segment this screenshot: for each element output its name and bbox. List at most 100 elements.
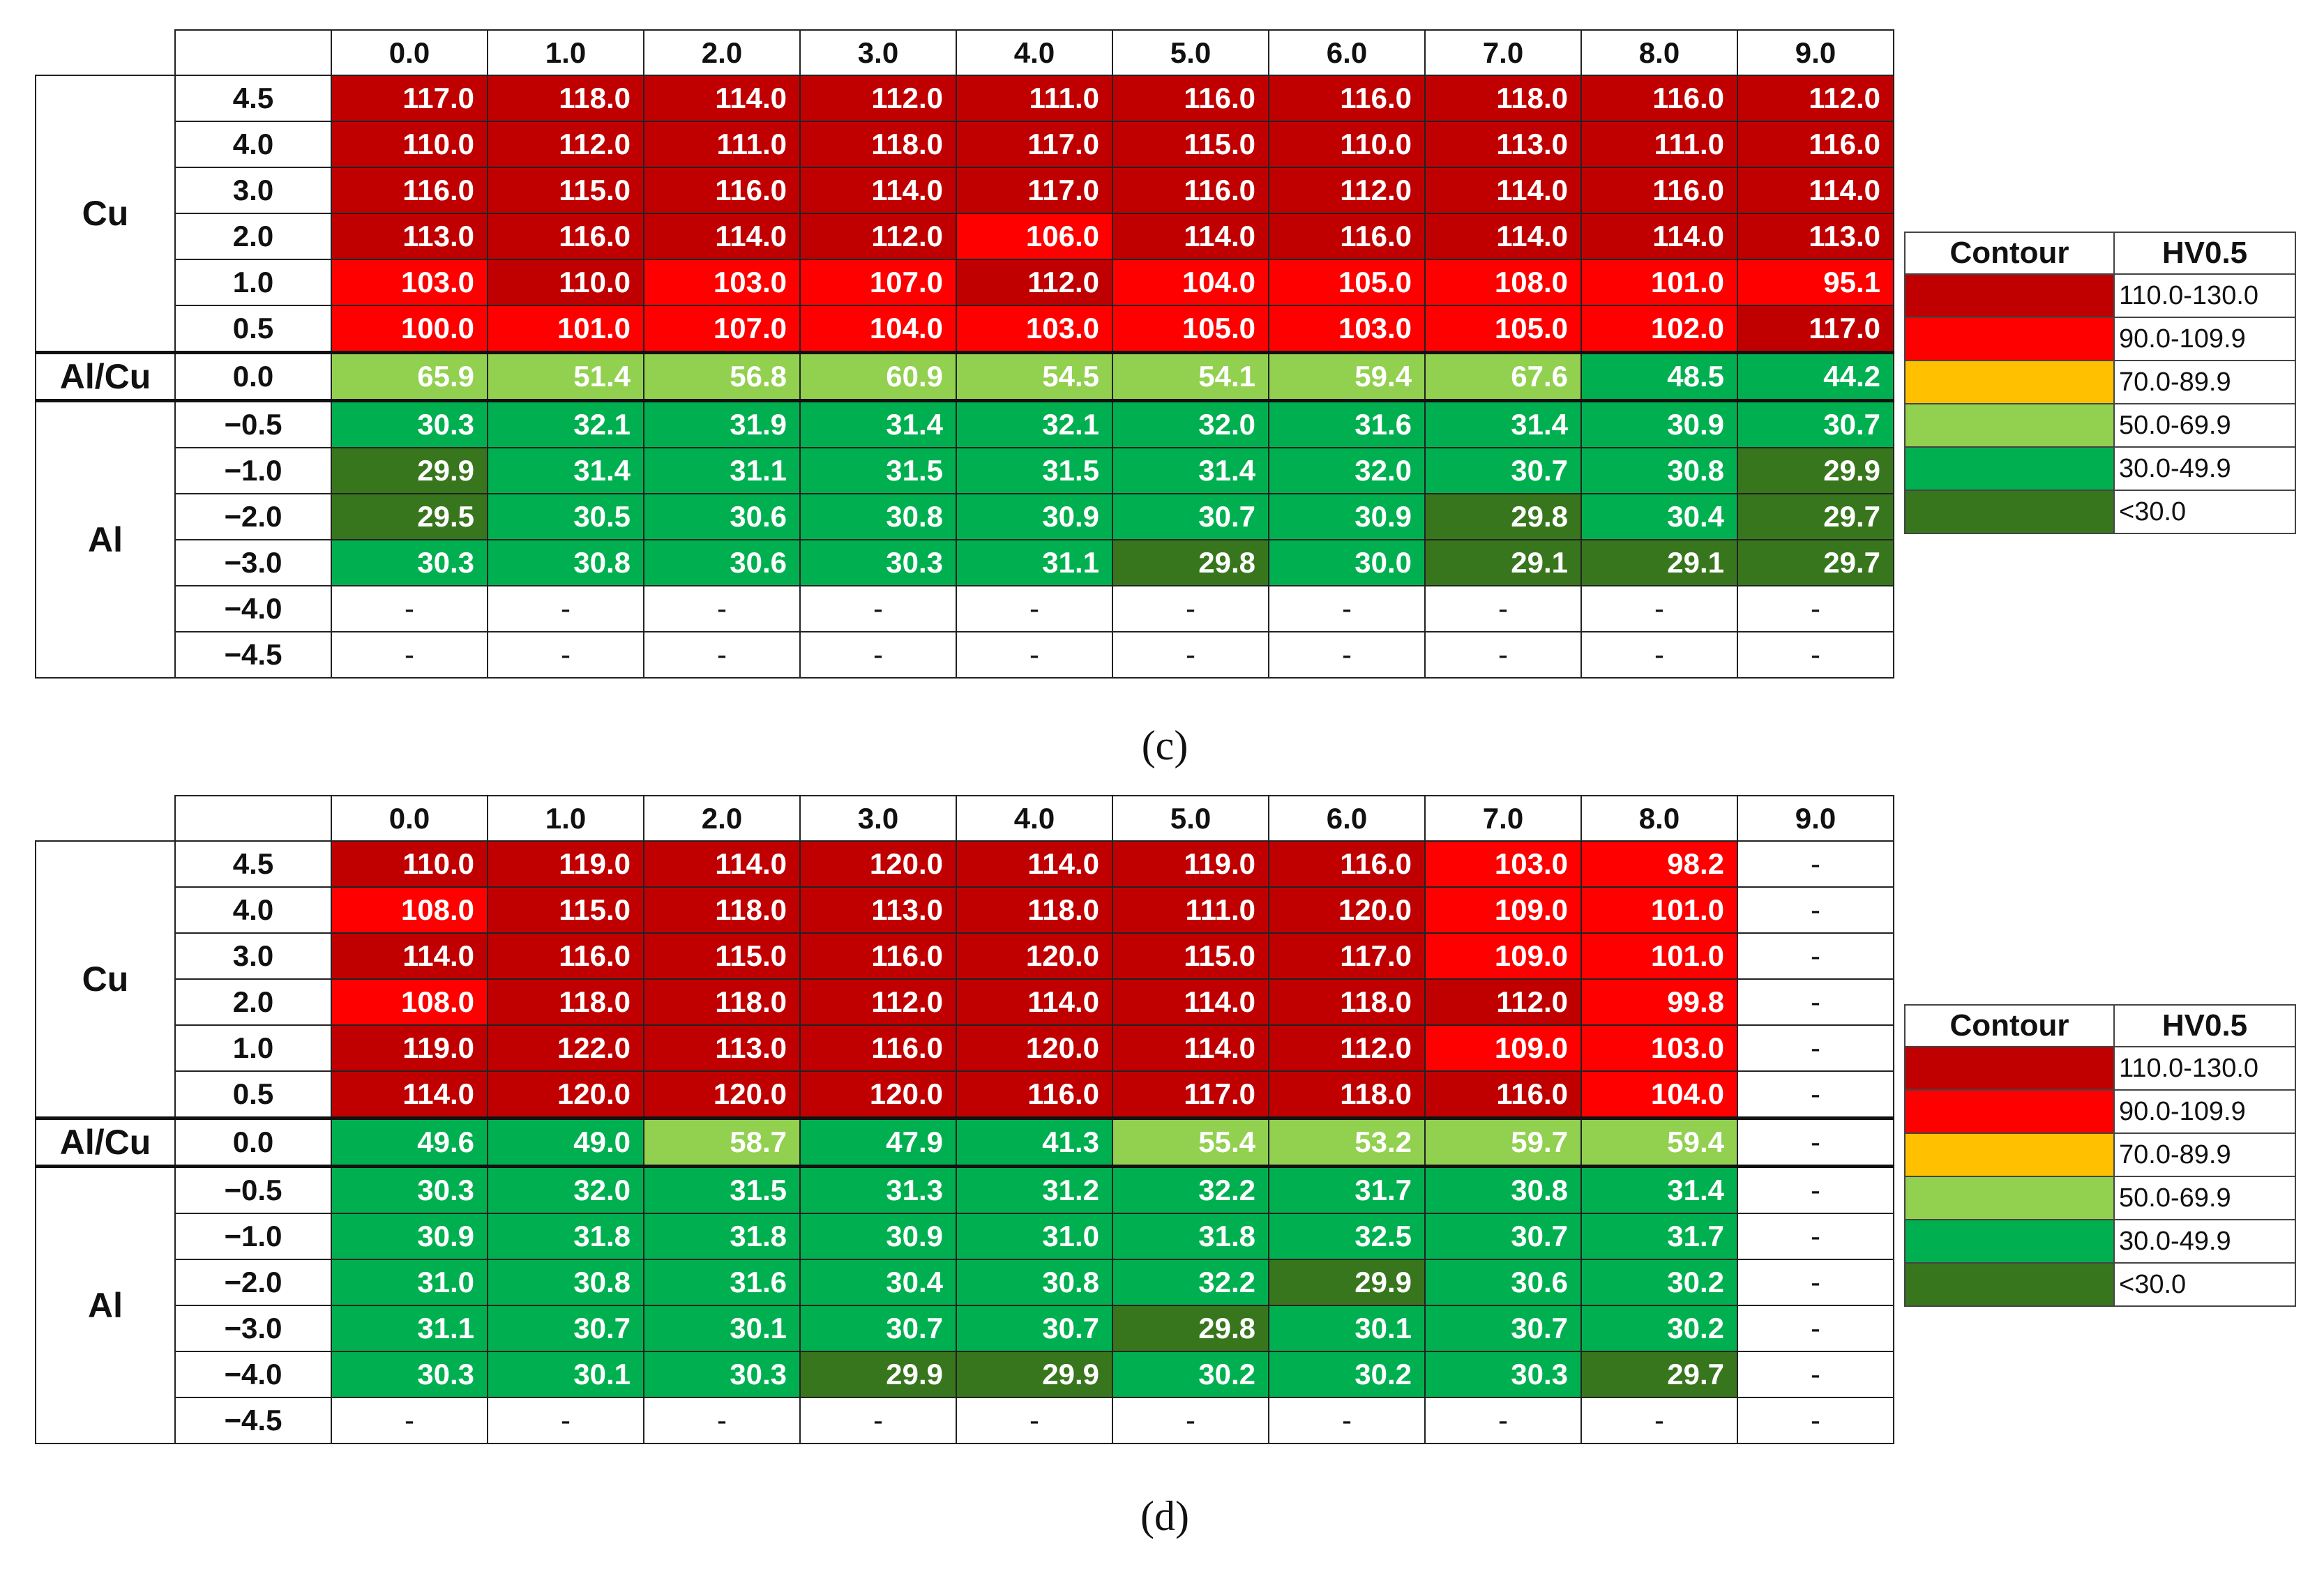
table-row: 1.0 103.0 110.0 103.0 107.0 112.0 104.0 105.0 10… — [36, 259, 1894, 306]
heatmap-cell: 30.3 — [331, 399, 488, 448]
table-row: −2.0 29.5 30.5 30.6 30.8 30.9 30.7 30.9 29.8 30.4… — [36, 493, 1894, 540]
heatmap-cell: 116.0 — [331, 167, 488, 214]
heatmap-cell: - — [643, 1397, 801, 1444]
heatmap-cell: 104.0 — [1580, 1070, 1738, 1119]
row-label: 1.0 — [174, 259, 332, 306]
row-label: 0.0 — [174, 1116, 332, 1167]
heatmap-cell: 56.8 — [643, 351, 801, 402]
table-row: 0.5 100.0 101.0 107.0 104.0 103.0 105.0 103.0 10… — [36, 305, 1894, 354]
heatmap-cell: 31.4 — [487, 447, 644, 494]
table-row: −4.0- - - - - - - - - - — [36, 585, 1894, 632]
column-header: 2.0 — [643, 29, 801, 76]
heatmap-cell: 116.0 — [487, 932, 644, 980]
hardness-table-c: 0.0 1.0 2.0 3.0 4.0 5.0 6.0 7.0 8.0 9.0 Cu 4.5 117.0… — [35, 29, 1894, 679]
column-header: 0.0 — [331, 29, 488, 76]
heatmap-cell: 112.0 — [956, 259, 1113, 306]
heatmap-cell: - — [487, 1397, 644, 1444]
heatmap-cell: 115.0 — [1112, 121, 1269, 168]
heatmap-cell: 109.0 — [1424, 886, 1582, 934]
heatmap-cell: 31.7 — [1580, 1213, 1738, 1260]
heatmap-cell: 118.0 — [1268, 978, 1426, 1026]
heatmap-cell: 30.2 — [1268, 1351, 1426, 1398]
heatmap-cell: 111.0 — [643, 121, 801, 168]
heatmap-cell: 31.2 — [956, 1165, 1113, 1214]
corner-cell — [174, 795, 332, 842]
heatmap-cell: - — [1737, 1351, 1894, 1398]
heatmap-cell: 67.6 — [1424, 351, 1582, 402]
heatmap-cell: 103.0 — [1268, 305, 1426, 354]
heatmap-cell: 30.9 — [1580, 399, 1738, 448]
row-label: 1.0 — [174, 1024, 332, 1072]
heatmap-cell: - — [1737, 840, 1894, 888]
row-label: 2.0 — [174, 213, 332, 260]
heatmap-cell: - — [1737, 1213, 1894, 1260]
heatmap-cell: 117.0 — [956, 121, 1113, 168]
heatmap-cell: 108.0 — [331, 886, 488, 934]
heatmap-cell: 30.7 — [1112, 493, 1269, 540]
legend-swatch — [1904, 446, 2115, 491]
column-header: 1.0 — [487, 795, 644, 842]
column-header: 7.0 — [1424, 29, 1582, 76]
heatmap-cell: 44.2 — [1737, 351, 1894, 402]
heatmap-cell: 115.0 — [487, 886, 644, 934]
heatmap-cell: 31.5 — [956, 447, 1113, 494]
column-header: 9.0 — [1737, 29, 1894, 76]
heatmap-cell: 104.0 — [1112, 259, 1269, 306]
heatmap-cell: 118.0 — [799, 121, 957, 168]
heatmap-cell: 30.7 — [1424, 1213, 1582, 1260]
heatmap-cell: - — [956, 631, 1113, 679]
heatmap-cell: 32.0 — [1268, 447, 1426, 494]
heatmap-cell: 114.0 — [1580, 213, 1738, 260]
row-label: 4.0 — [174, 886, 332, 934]
row-label: −4.0 — [174, 585, 332, 632]
group-label: Al/Cu — [35, 1116, 176, 1167]
table-row: Cu 4.5 110.0 119.0 114.0 120.0 114.0 119.0 116.0… — [35, 840, 1894, 1119]
heatmap-cell: 120.0 — [643, 1070, 801, 1119]
table-row: −1.0 30.9 31.8 31.8 30.9 31.0 31.8 32.5 30.7 31.7… — [36, 1213, 1894, 1260]
heatmap-cell: 30.1 — [643, 1305, 801, 1352]
corner-cell — [36, 796, 176, 842]
heatmap-cell: 114.0 — [1112, 213, 1269, 260]
heatmap-cell: 113.0 — [643, 1024, 801, 1072]
heatmap-cell: 112.0 — [1268, 1024, 1426, 1072]
heatmap-cell: 30.3 — [1424, 1351, 1582, 1398]
heatmap-cell: 32.1 — [956, 399, 1113, 448]
heatmap-cell: - — [1737, 1259, 1894, 1306]
heatmap-cell: 55.4 — [1112, 1116, 1269, 1167]
heatmap-cell: - — [331, 631, 488, 679]
heatmap-cell: 120.0 — [956, 1024, 1113, 1072]
heatmap-cell: 53.2 — [1268, 1116, 1426, 1167]
heatmap-cell: 32.2 — [1112, 1165, 1269, 1214]
heatmap-cell: 29.9 — [1268, 1259, 1426, 1306]
heatmap-cell: 54.5 — [956, 351, 1113, 402]
heatmap-cell: - — [1580, 1397, 1738, 1444]
legend-label: 50.0-69.9 — [2113, 403, 2296, 448]
heatmap-cell: 30.7 — [1737, 399, 1894, 448]
legend-swatch — [1904, 1219, 2115, 1264]
heatmap-cell: 120.0 — [799, 1070, 957, 1119]
row-label: 4.5 — [174, 75, 332, 122]
heatmap-cell: 101.0 — [1580, 886, 1738, 934]
heatmap-cell: 111.0 — [1112, 886, 1269, 934]
heatmap-cell: 30.9 — [331, 1213, 488, 1260]
column-header: 1.0 — [487, 29, 644, 76]
heatmap-cell: - — [1112, 1397, 1269, 1444]
row-label: −4.5 — [174, 631, 332, 679]
row-label: −0.5 — [174, 1165, 332, 1214]
heatmap-cell: 30.1 — [487, 1351, 644, 1398]
heatmap-cell: 101.0 — [1580, 932, 1738, 980]
heatmap-cell: 32.1 — [487, 399, 644, 448]
heatmap-cell: 114.0 — [1112, 1024, 1269, 1072]
column-header: 4.0 — [956, 29, 1113, 76]
heatmap-cell: 29.7 — [1580, 1351, 1738, 1398]
legend-item: 30.0-49.9 — [1904, 446, 2296, 491]
column-header: 8.0 — [1580, 795, 1738, 842]
heatmap-cell: 29.8 — [1112, 539, 1269, 586]
heatmap-cell: 31.8 — [643, 1213, 801, 1260]
legend-item: 30.0-49.9 — [1904, 1219, 2296, 1264]
heatmap-cell: 103.0 — [331, 259, 488, 306]
heatmap-cell: 116.0 — [799, 1024, 957, 1072]
heatmap-cell: 98.2 — [1580, 840, 1738, 888]
legend-header: HV0.5 — [2113, 1004, 2296, 1047]
heatmap-cell: 116.0 — [956, 1070, 1113, 1119]
